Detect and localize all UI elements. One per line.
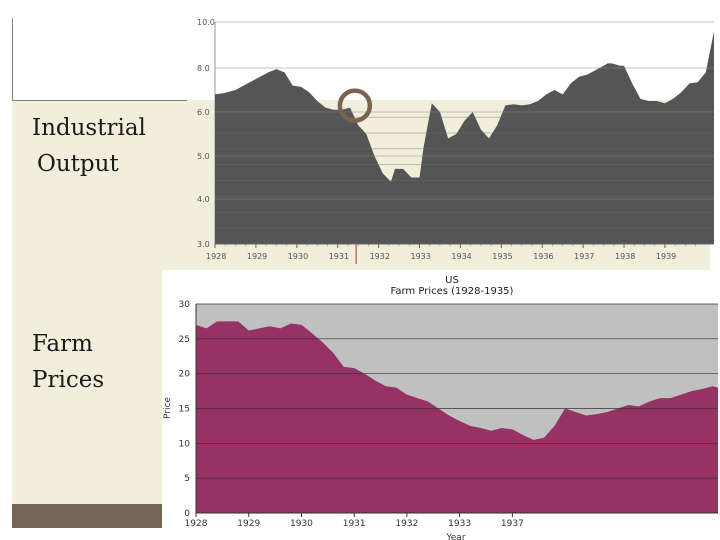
industrial-x-tick-label: 1929 <box>247 252 267 261</box>
highlight-circle-marker <box>337 88 373 123</box>
farm-prices-label-line2: Prices <box>32 367 105 393</box>
industrial-x-tick-label: 1938 <box>615 252 635 261</box>
farm-y-tick-label: 20 <box>179 370 191 380</box>
industrial-y-tick-label: 3.0 <box>197 240 210 249</box>
farm-x-tick-label: 1937 <box>501 519 524 529</box>
industrial-x-tick-label: 1931 <box>329 252 349 261</box>
industrial-y-tick-label: 10.0 <box>197 18 215 27</box>
industrial-x-tick-label: 1934 <box>451 252 471 261</box>
farm-chart-subtitle: Farm Prices (1928-1935) <box>391 286 514 297</box>
farm-prices-chart: 0 5 10 15 20 25 30 1928 1929 1930 1931 1932 1933 1937… <box>162 270 720 540</box>
farm-y-tick-label: 0 <box>184 509 190 519</box>
farm-y-tick-label: 10 <box>179 439 191 449</box>
industrial-output-label-line1: Industrial <box>32 115 146 141</box>
slide-top-rule <box>12 100 187 101</box>
industrial-x-tick-label: 1932 <box>370 252 390 261</box>
industrial-x-tick-label: 1930 <box>288 252 308 261</box>
farm-chart-title: US <box>445 275 459 286</box>
industrial-x-tick-label: 1928 <box>206 252 226 261</box>
farm-y-tick-label: 30 <box>179 300 191 310</box>
industrial-x-tick-label: 1936 <box>533 252 553 261</box>
industrial-y-tick-label: 6.0 <box>197 108 210 117</box>
industrial-x-tick-label: 1937 <box>574 252 594 261</box>
farm-y-tick-label: 15 <box>179 405 190 415</box>
farm-x-tick-label: 1928 <box>185 519 208 529</box>
industrial-y-tick-label: 8.0 <box>197 64 210 73</box>
industrial-output-chart: 3.0 4.0 5.0 6.0 8.0 10.0 1928 1929 1930 1931 1932 1… <box>197 18 714 264</box>
industrial-x-tick-label: 1935 <box>492 252 512 261</box>
farm-x-tick-label: 1932 <box>395 519 418 529</box>
farm-x-tick-label: 1931 <box>343 519 366 529</box>
slide-left-rule <box>12 18 13 100</box>
farm-y-tick-label: 5 <box>184 474 190 484</box>
farm-x-tick-label: 1933 <box>448 519 471 529</box>
farm-area-series <box>196 321 718 513</box>
industrial-x-tick-label: 1939 <box>656 252 676 261</box>
farm-prices-label: Farm Prices <box>32 326 104 398</box>
farm-y-axis-label: Price <box>163 397 173 419</box>
industrial-output-label-line2: Output <box>37 151 119 177</box>
farm-x-tick-label: 1929 <box>237 519 260 529</box>
industrial-area-series <box>215 31 714 245</box>
farm-prices-label-line1: Farm <box>32 331 93 357</box>
industrial-y-tick-label: 4.0 <box>197 195 210 204</box>
farm-x-axis-label: Year <box>445 533 465 540</box>
farm-y-tick-label: 25 <box>179 335 190 345</box>
industrial-x-tick-label: 1933 <box>411 252 431 261</box>
farm-x-tick-label: 1930 <box>290 519 313 529</box>
industrial-output-label: Industrial Output <box>32 110 146 182</box>
industrial-y-tick-label: 5.0 <box>197 152 210 161</box>
